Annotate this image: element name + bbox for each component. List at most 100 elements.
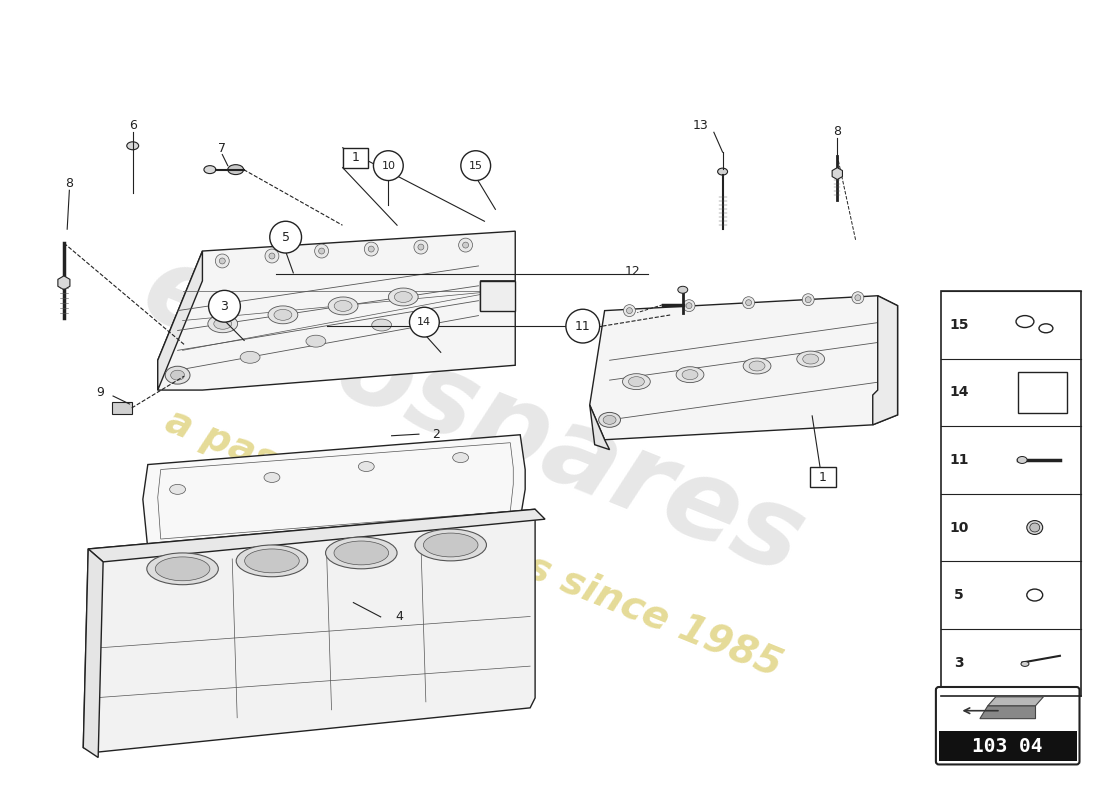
Text: 15: 15 xyxy=(949,318,969,332)
Ellipse shape xyxy=(244,549,299,573)
Ellipse shape xyxy=(204,166,216,174)
Polygon shape xyxy=(88,510,544,562)
Ellipse shape xyxy=(803,354,818,364)
Ellipse shape xyxy=(169,485,186,494)
FancyBboxPatch shape xyxy=(112,402,132,414)
Ellipse shape xyxy=(306,335,326,347)
Polygon shape xyxy=(872,296,898,425)
Circle shape xyxy=(565,310,600,343)
Text: 3: 3 xyxy=(220,300,229,313)
Ellipse shape xyxy=(334,541,388,565)
Text: 12: 12 xyxy=(625,265,641,278)
Ellipse shape xyxy=(394,291,412,302)
Circle shape xyxy=(216,254,229,268)
Ellipse shape xyxy=(749,361,764,371)
Text: 6: 6 xyxy=(129,119,136,133)
Text: 1: 1 xyxy=(352,151,360,164)
Ellipse shape xyxy=(388,288,418,306)
Text: 13: 13 xyxy=(693,119,708,133)
Circle shape xyxy=(802,294,814,306)
Ellipse shape xyxy=(146,553,218,585)
Ellipse shape xyxy=(1030,523,1040,532)
Text: 9: 9 xyxy=(96,386,103,398)
Text: 15: 15 xyxy=(469,161,483,170)
Ellipse shape xyxy=(678,286,688,294)
Circle shape xyxy=(742,297,755,309)
Circle shape xyxy=(209,290,241,322)
Circle shape xyxy=(686,302,692,309)
Ellipse shape xyxy=(126,142,139,150)
Polygon shape xyxy=(590,405,609,450)
Text: 2: 2 xyxy=(432,428,440,441)
Ellipse shape xyxy=(1026,521,1043,534)
Ellipse shape xyxy=(603,415,616,424)
Text: 3: 3 xyxy=(954,655,964,670)
Polygon shape xyxy=(988,697,1044,706)
Ellipse shape xyxy=(236,545,308,577)
Polygon shape xyxy=(980,706,1035,718)
FancyBboxPatch shape xyxy=(942,291,1081,696)
Circle shape xyxy=(746,300,751,306)
Ellipse shape xyxy=(415,529,486,561)
Text: 5: 5 xyxy=(282,230,289,244)
Text: 14: 14 xyxy=(417,317,431,327)
Text: 11: 11 xyxy=(575,320,591,333)
Text: eurospares: eurospares xyxy=(128,234,820,597)
Polygon shape xyxy=(832,168,843,179)
Text: 5: 5 xyxy=(954,588,964,602)
Circle shape xyxy=(459,238,473,252)
Polygon shape xyxy=(157,231,515,390)
Ellipse shape xyxy=(208,315,238,333)
Circle shape xyxy=(265,249,279,263)
Circle shape xyxy=(368,246,374,252)
FancyBboxPatch shape xyxy=(939,731,1077,762)
Polygon shape xyxy=(143,434,525,549)
Circle shape xyxy=(805,297,811,302)
Ellipse shape xyxy=(268,306,298,324)
Ellipse shape xyxy=(274,310,292,320)
Circle shape xyxy=(463,242,469,248)
Circle shape xyxy=(414,240,428,254)
Text: 8: 8 xyxy=(834,125,842,138)
Ellipse shape xyxy=(717,168,727,175)
Ellipse shape xyxy=(744,358,771,374)
Polygon shape xyxy=(84,549,103,758)
Circle shape xyxy=(219,258,225,264)
Polygon shape xyxy=(590,296,898,440)
FancyBboxPatch shape xyxy=(343,148,368,168)
Circle shape xyxy=(315,244,329,258)
Text: 14: 14 xyxy=(949,386,969,399)
Ellipse shape xyxy=(264,473,279,482)
Ellipse shape xyxy=(628,377,645,386)
FancyBboxPatch shape xyxy=(936,687,1079,765)
Circle shape xyxy=(270,222,301,253)
Text: 8: 8 xyxy=(65,178,74,190)
Polygon shape xyxy=(84,510,535,753)
Ellipse shape xyxy=(165,366,190,384)
Circle shape xyxy=(851,292,864,304)
Circle shape xyxy=(624,305,636,317)
Ellipse shape xyxy=(155,557,210,581)
Ellipse shape xyxy=(213,318,232,330)
Ellipse shape xyxy=(334,301,352,311)
Text: 1: 1 xyxy=(820,470,827,483)
Text: 10: 10 xyxy=(949,521,969,534)
Polygon shape xyxy=(481,281,515,310)
Ellipse shape xyxy=(1018,457,1027,463)
Circle shape xyxy=(270,253,275,259)
Ellipse shape xyxy=(240,351,260,363)
Text: 103 04: 103 04 xyxy=(972,737,1043,756)
Text: 11: 11 xyxy=(949,453,969,467)
Circle shape xyxy=(409,307,439,337)
Ellipse shape xyxy=(424,533,478,557)
Circle shape xyxy=(683,300,695,312)
Ellipse shape xyxy=(372,319,392,331)
Circle shape xyxy=(627,308,632,314)
Text: 10: 10 xyxy=(382,161,395,170)
Circle shape xyxy=(855,294,861,301)
Circle shape xyxy=(364,242,378,256)
Text: 4: 4 xyxy=(395,610,404,623)
Ellipse shape xyxy=(598,413,620,427)
Circle shape xyxy=(373,150,404,181)
Text: 7: 7 xyxy=(218,142,227,154)
